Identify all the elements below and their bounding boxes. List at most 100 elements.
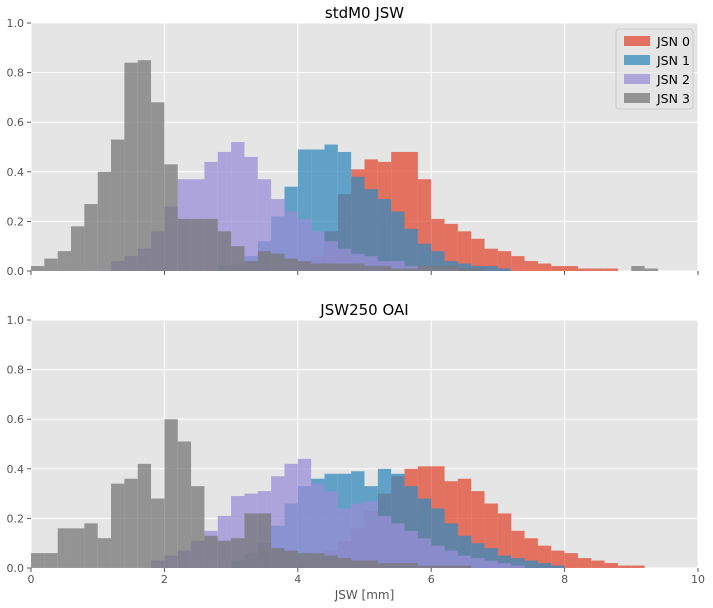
bar-jsn-3 [337, 263, 352, 271]
bar-jsn-3 [404, 563, 418, 568]
bar-jsn-2 [364, 501, 378, 568]
legend-swatch-jsn-0 [624, 36, 650, 46]
bar-jsn-3 [324, 555, 338, 568]
bar-jsn-2 [484, 560, 498, 568]
y-tick-label: 0.0 [7, 562, 25, 575]
bar-jsn-3 [57, 528, 72, 568]
bar-jsn-0 [591, 560, 605, 568]
legend-box [615, 28, 694, 110]
bar-jsn-3 [351, 560, 365, 568]
bar-jsn-3 [71, 226, 85, 271]
chart-title-bottom: JSW250 OAI [319, 301, 408, 319]
bar-jsn-3 [311, 553, 325, 568]
bar-jsn-3 [391, 563, 405, 568]
bar-jsn-3 [31, 553, 45, 568]
bar-jsn-2 [244, 156, 258, 271]
bar-jsn-3 [457, 268, 472, 271]
y-tick-label: 1.0 [7, 314, 25, 327]
y-tick-label: 0.6 [7, 116, 25, 129]
y-tick-label: 0.4 [7, 463, 25, 476]
x-tick-label: 10 [691, 573, 705, 586]
bar-jsn-3 [204, 535, 218, 568]
bar-jsn-2 [311, 231, 325, 271]
bar-jsn-3 [204, 218, 218, 271]
bar-jsn-3 [377, 266, 392, 271]
bar-jsn-3 [431, 565, 445, 568]
bar-jsn-3 [244, 261, 258, 271]
series-jsn-3 [31, 419, 472, 568]
bar-jsn-2 [257, 179, 272, 271]
legend: JSN 0 JSN 1 JSN 2 JSN 3 [615, 28, 694, 110]
bar-jsn-1 [484, 266, 498, 271]
xticks-top [30, 271, 699, 275]
bar-jsn-3 [364, 266, 378, 271]
bar-jsn-1 [351, 176, 365, 271]
bar-jsn-3 [284, 550, 298, 568]
bar-jsn-1 [444, 261, 458, 271]
bar-jsn-3 [644, 268, 658, 271]
bar-jsn-1 [324, 144, 338, 271]
bar-jsn-0 [564, 553, 578, 568]
bar-jsn-0 [537, 263, 552, 271]
bar-jsn-0 [631, 565, 645, 568]
bar-jsn-3 [97, 538, 112, 568]
x-tick-label: 0 [28, 573, 35, 586]
bar-jsn-0 [537, 545, 552, 568]
bar-jsn-3 [57, 251, 72, 271]
bar-jsn-3 [137, 463, 152, 568]
bar-jsn-1 [377, 199, 392, 271]
bar-jsn-3 [177, 218, 192, 271]
y-tick-label: 1.0 [7, 17, 25, 30]
bar-jsn-3 [351, 263, 365, 271]
bar-jsn-2 [431, 545, 445, 568]
bar-jsn-1 [537, 563, 552, 568]
y-tick-label: 0.4 [7, 166, 25, 179]
legend-label-jsn-2: JSN 2 [656, 72, 690, 87]
y-tick-label: 0.8 [7, 67, 25, 80]
bar-jsn-2 [391, 523, 405, 568]
bar-jsn-2 [271, 476, 285, 568]
bar-jsn-3 [231, 246, 245, 271]
bar-jsn-3 [444, 565, 458, 568]
bar-jsn-0 [497, 513, 512, 568]
legend-label-jsn-3: JSN 3 [656, 91, 690, 106]
legend-swatch-jsn-1 [624, 55, 650, 65]
bars-bottom [31, 419, 645, 568]
bar-jsn-0 [577, 558, 592, 568]
bar-jsn-3 [364, 560, 378, 568]
bar-jsn-3 [297, 553, 312, 568]
bar-jsn-3 [324, 263, 338, 271]
bar-jsn-1 [337, 151, 352, 271]
bar-jsn-2 [284, 211, 298, 271]
bar-jsn-3 [337, 558, 352, 568]
bar-jsn-0 [457, 231, 472, 271]
yticks-bottom: 0.0 0.2 0.4 0.6 0.8 1.0 [7, 314, 31, 575]
bar-jsn-3 [311, 263, 325, 271]
bar-jsn-2 [271, 199, 285, 271]
legend-items: JSN 0 JSN 1 JSN 2 JSN 3 [624, 34, 690, 106]
bar-jsn-2 [377, 261, 392, 271]
x-tick-label: 2 [161, 573, 168, 586]
bars-top [31, 60, 658, 272]
bar-jsn-2 [404, 530, 418, 568]
bar-jsn-3 [191, 486, 205, 568]
bar-jsn-1 [511, 558, 525, 568]
bar-jsn-3 [457, 565, 472, 568]
bar-jsn-2 [444, 550, 458, 568]
bar-jsn-3 [271, 548, 285, 568]
bar-jsn-2 [324, 491, 338, 568]
bar-jsn-3 [284, 258, 298, 271]
x-tick-label: 4 [294, 573, 301, 586]
x-axis-label: JSW [mm] [334, 588, 395, 602]
bar-jsn-3 [111, 483, 125, 568]
bar-jsn-3 [44, 553, 58, 568]
bar-jsn-2 [471, 558, 485, 568]
bar-jsn-0 [604, 563, 618, 568]
bar-jsn-2 [377, 515, 392, 568]
bar-jsn-2 [284, 463, 298, 568]
bar-jsn-3 [31, 266, 45, 271]
yticks-top: 0.0 0.2 0.4 0.6 0.8 1.0 [7, 17, 31, 278]
bar-jsn-2 [351, 503, 365, 568]
